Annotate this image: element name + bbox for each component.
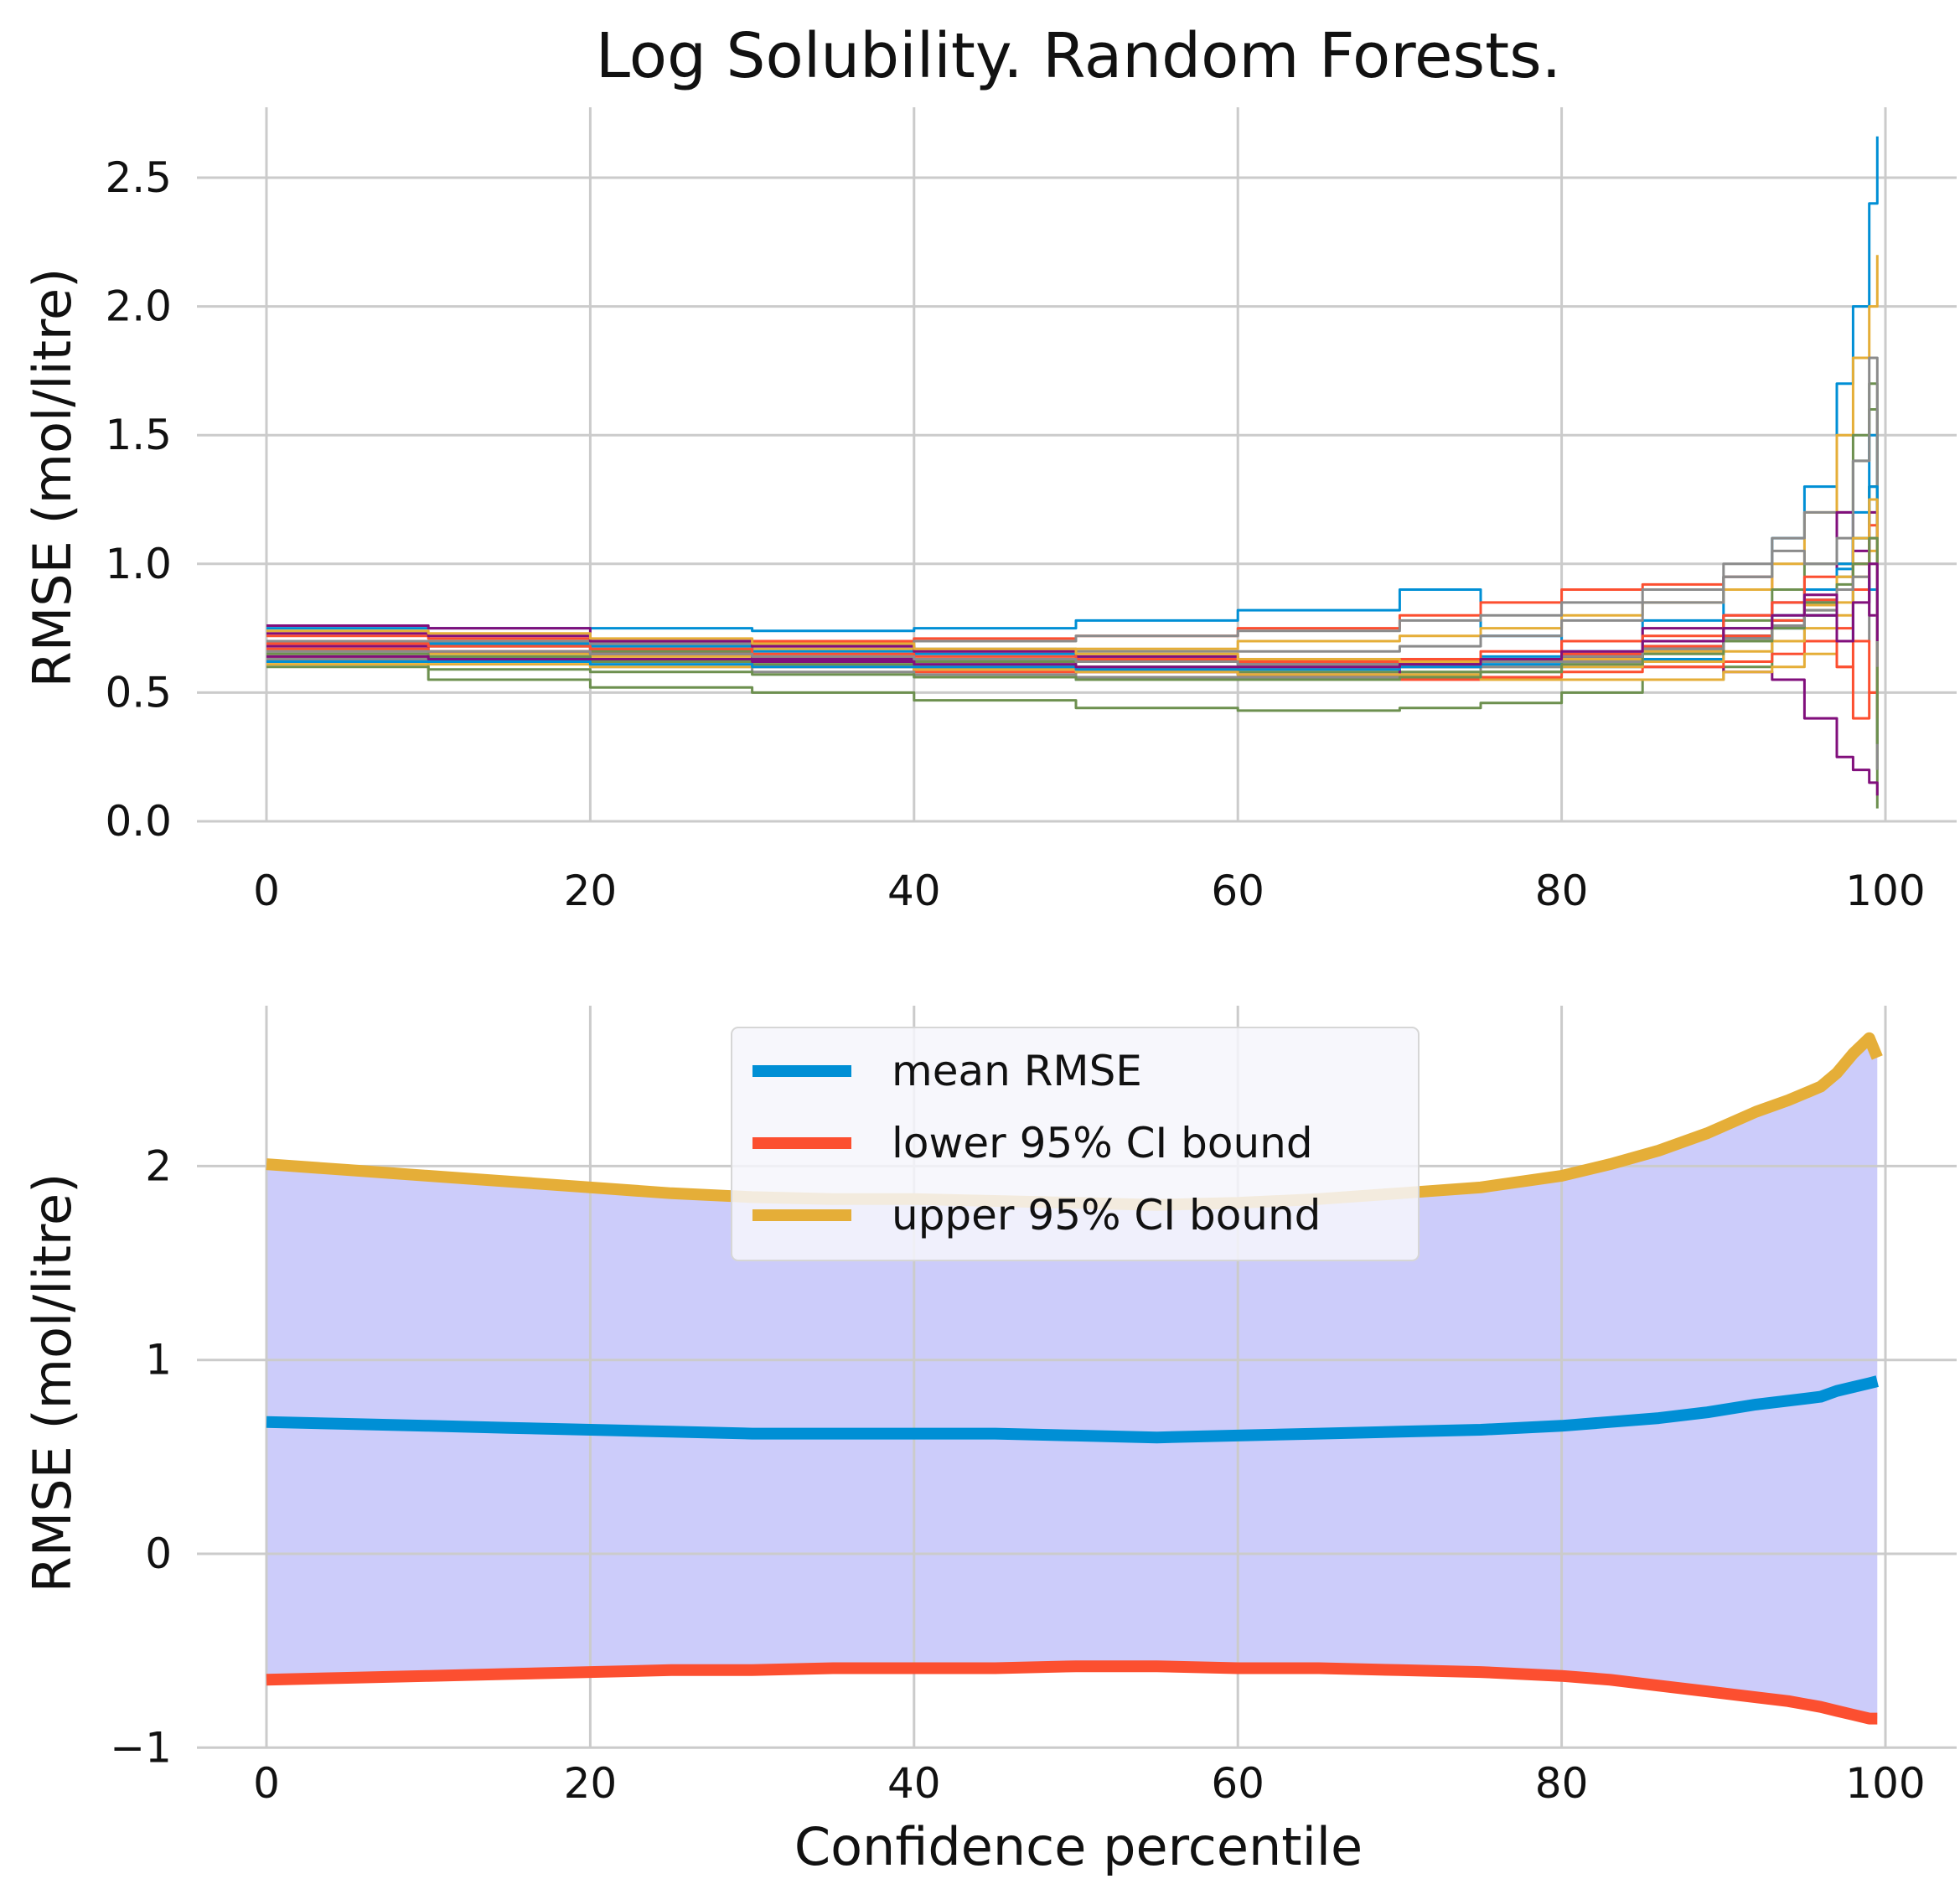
y-tick-label: −1 — [110, 1723, 172, 1772]
y-tick-label: 0 — [145, 1529, 172, 1578]
legend-label-mean: mean RMSE — [892, 1047, 1142, 1095]
legend-box — [731, 1027, 1420, 1261]
y-tick-label: 2 — [145, 1141, 172, 1190]
y-tick-label: 1.0 — [105, 540, 172, 588]
bottom-panel-ci-fill — [266, 1038, 1878, 1719]
top-series-line — [266, 136, 1879, 643]
x-tick-label: 100 — [1845, 867, 1925, 915]
x-tick-label: 40 — [887, 867, 941, 915]
x-tick-label: 60 — [1211, 1759, 1264, 1808]
top-series-line — [266, 562, 1879, 669]
y-tick-label: 0.5 — [105, 668, 172, 717]
chart-title: Log Solubility. Random Forests. — [596, 20, 1561, 92]
top-panel-x-ticks: 0 20 40 60 80 100 — [253, 867, 1926, 915]
top-panel-grid — [197, 107, 1957, 823]
x-tick-label: 80 — [1535, 1759, 1589, 1808]
legend: mean RMSE lower 95% CI bound upper 95% C… — [731, 1027, 1420, 1261]
x-tick-label: 100 — [1845, 1759, 1925, 1808]
bottom-x-axis-label: Confidence percentile — [794, 1816, 1363, 1877]
y-tick-label: 1.5 — [105, 411, 172, 459]
bottom-y-axis-label: RMSE (mol/litre) — [22, 1173, 83, 1593]
x-tick-label: 20 — [564, 1759, 618, 1808]
top-series-line — [266, 255, 1879, 653]
y-tick-label: 1 — [145, 1336, 172, 1385]
x-tick-label: 40 — [887, 1759, 941, 1808]
ci-band — [266, 1038, 1878, 1719]
x-tick-label: 0 — [253, 1759, 280, 1808]
x-tick-label: 80 — [1535, 867, 1589, 915]
top-series-line — [266, 433, 1879, 719]
legend-label-lower: lower 95% CI bound — [892, 1119, 1313, 1167]
x-tick-label: 0 — [253, 867, 280, 915]
y-tick-label: 2.0 — [105, 282, 172, 331]
series-line-mean-rmse — [266, 1375, 1879, 1444]
x-tick-label: 20 — [564, 867, 618, 915]
top-panel-y-ticks: 0.0 0.5 1.0 1.5 2.0 2.5 — [105, 153, 172, 846]
bottom-panel-y-ticks: −1 0 1 2 — [110, 1141, 172, 1772]
top-series-line — [266, 536, 1879, 744]
y-tick-label: 0.0 — [105, 797, 172, 846]
bottom-panel-x-ticks: 0 20 40 60 80 100 — [253, 1759, 1926, 1808]
top-panel-lines — [266, 136, 1879, 809]
y-tick-label: 2.5 — [105, 153, 172, 202]
top-y-axis-label: RMSE (mol/litre) — [22, 268, 83, 688]
x-tick-label: 60 — [1211, 867, 1264, 915]
top-series-line — [266, 408, 1879, 809]
legend-label-upper: upper 95% CI bound — [892, 1191, 1321, 1240]
top-series-line — [266, 382, 1879, 770]
series-line-lower-95-ci-bound — [266, 1660, 1878, 1725]
